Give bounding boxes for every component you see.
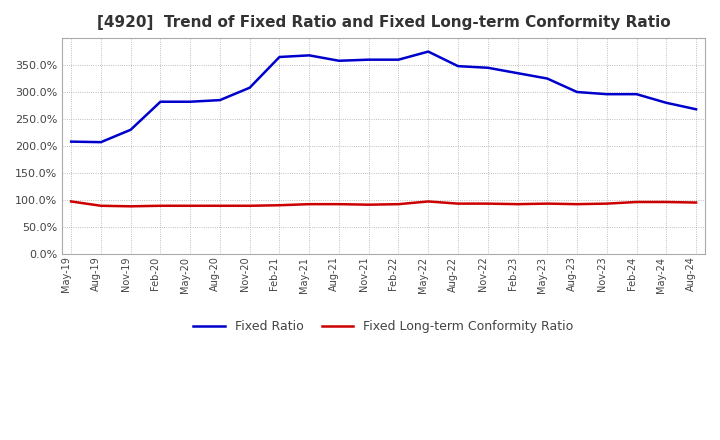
Fixed Ratio xyxy=(126,127,135,132)
Fixed Long-term Conformity Ratio xyxy=(96,203,105,209)
Fixed Long-term Conformity Ratio xyxy=(186,203,194,209)
Fixed Ratio xyxy=(424,49,433,54)
Fixed Ratio xyxy=(394,57,402,62)
Fixed Long-term Conformity Ratio xyxy=(632,199,641,205)
Fixed Long-term Conformity Ratio xyxy=(156,203,165,209)
Line: Fixed Long-term Conformity Ratio: Fixed Long-term Conformity Ratio xyxy=(71,202,696,206)
Fixed Long-term Conformity Ratio xyxy=(454,201,462,206)
Fixed Long-term Conformity Ratio xyxy=(394,202,402,207)
Fixed Ratio xyxy=(305,53,313,58)
Fixed Long-term Conformity Ratio xyxy=(662,199,670,205)
Fixed Ratio xyxy=(662,100,670,106)
Fixed Ratio xyxy=(246,85,254,90)
Fixed Ratio xyxy=(67,139,76,144)
Fixed Long-term Conformity Ratio xyxy=(364,202,373,207)
Fixed Long-term Conformity Ratio xyxy=(67,199,76,204)
Fixed Ratio xyxy=(335,58,343,63)
Fixed Long-term Conformity Ratio xyxy=(513,202,522,207)
Fixed Long-term Conformity Ratio xyxy=(543,201,552,206)
Fixed Ratio xyxy=(454,63,462,69)
Fixed Long-term Conformity Ratio xyxy=(305,202,313,207)
Line: Fixed Ratio: Fixed Ratio xyxy=(71,51,696,142)
Title: [4920]  Trend of Fixed Ratio and Fixed Long-term Conformity Ratio: [4920] Trend of Fixed Ratio and Fixed Lo… xyxy=(96,15,670,30)
Legend: Fixed Ratio, Fixed Long-term Conformity Ratio: Fixed Ratio, Fixed Long-term Conformity … xyxy=(189,315,579,338)
Fixed Long-term Conformity Ratio xyxy=(483,201,492,206)
Fixed Long-term Conformity Ratio xyxy=(126,204,135,209)
Fixed Ratio xyxy=(603,92,611,97)
Fixed Long-term Conformity Ratio xyxy=(692,200,701,205)
Fixed Ratio xyxy=(96,139,105,145)
Fixed Long-term Conformity Ratio xyxy=(335,202,343,207)
Fixed Long-term Conformity Ratio xyxy=(603,201,611,206)
Fixed Ratio xyxy=(215,98,224,103)
Fixed Long-term Conformity Ratio xyxy=(246,203,254,209)
Fixed Ratio xyxy=(364,57,373,62)
Fixed Ratio xyxy=(572,89,581,95)
Fixed Long-term Conformity Ratio xyxy=(424,199,433,204)
Fixed Ratio xyxy=(186,99,194,104)
Fixed Ratio xyxy=(513,70,522,76)
Fixed Ratio xyxy=(692,106,701,112)
Fixed Ratio xyxy=(275,54,284,59)
Fixed Long-term Conformity Ratio xyxy=(572,202,581,207)
Fixed Ratio xyxy=(632,92,641,97)
Fixed Long-term Conformity Ratio xyxy=(275,202,284,208)
Fixed Ratio xyxy=(483,65,492,70)
Fixed Ratio xyxy=(543,76,552,81)
Fixed Ratio xyxy=(156,99,165,104)
Fixed Long-term Conformity Ratio xyxy=(215,203,224,209)
